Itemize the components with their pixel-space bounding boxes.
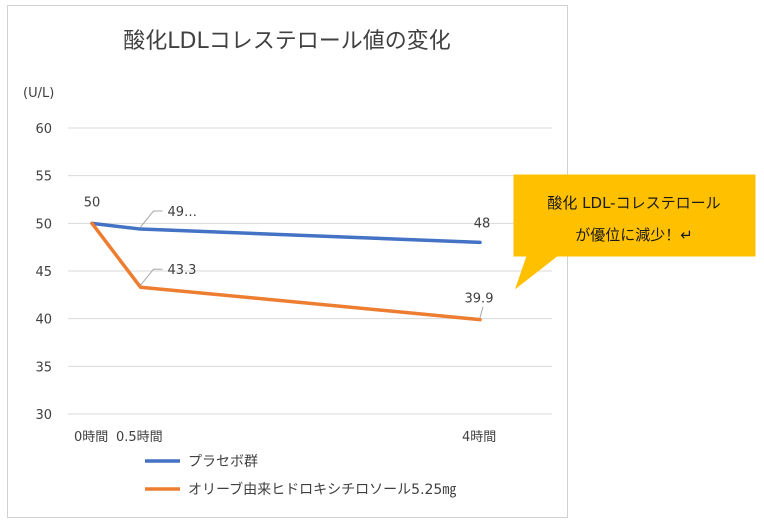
chart-title: 酸化LDLコレステロール値の変化 [123, 29, 450, 54]
data-label: 43.3 [168, 263, 197, 278]
y-tick-label: 60 [35, 122, 52, 137]
callout-text-line: 酸化 LDL-コレステロール [547, 194, 720, 212]
data-label: 50 [84, 195, 101, 210]
y-tick-label: 45 [35, 265, 52, 280]
x-axis-ticks: 0時間 0.5時間 4時間 [74, 430, 496, 445]
data-label: 39.9 [465, 292, 494, 307]
series-line [90, 221, 482, 245]
y-tick-label: 55 [35, 170, 52, 185]
x-tick-label: 0.5時間 [116, 430, 163, 445]
series-line [90, 221, 482, 322]
y-axis-label: (U/L) [23, 86, 54, 101]
y-tick-label: 35 [35, 360, 52, 375]
data-label: 49… [168, 205, 198, 220]
legend-label: オリーブ由来ヒドロキシチロソール5.25㎎ [188, 481, 456, 498]
leader-line [140, 268, 163, 286]
data-label: 48 [474, 216, 491, 231]
leader-line [140, 210, 163, 228]
callout-box [513, 174, 756, 290]
callout-text-line: が優位に減少！↵ [575, 226, 693, 244]
series-lines [90, 221, 482, 322]
data-labels: 49… 48 50 43.3 39.9 [84, 195, 494, 318]
x-tick-label: 4時間 [462, 430, 496, 445]
y-tick-label: 30 [35, 408, 52, 423]
x-tick-label: 0時間 [74, 430, 108, 445]
y-axis-ticks: 30 35 40 45 50 55 60 [35, 122, 52, 423]
y-tick-label: 50 [35, 217, 52, 232]
y-tick-label: 40 [35, 313, 52, 328]
leader-line [479, 306, 484, 318]
legend-label: プラセボ群 [188, 454, 258, 470]
grid-lines [68, 127, 552, 415]
chart-frame [7, 5, 568, 518]
